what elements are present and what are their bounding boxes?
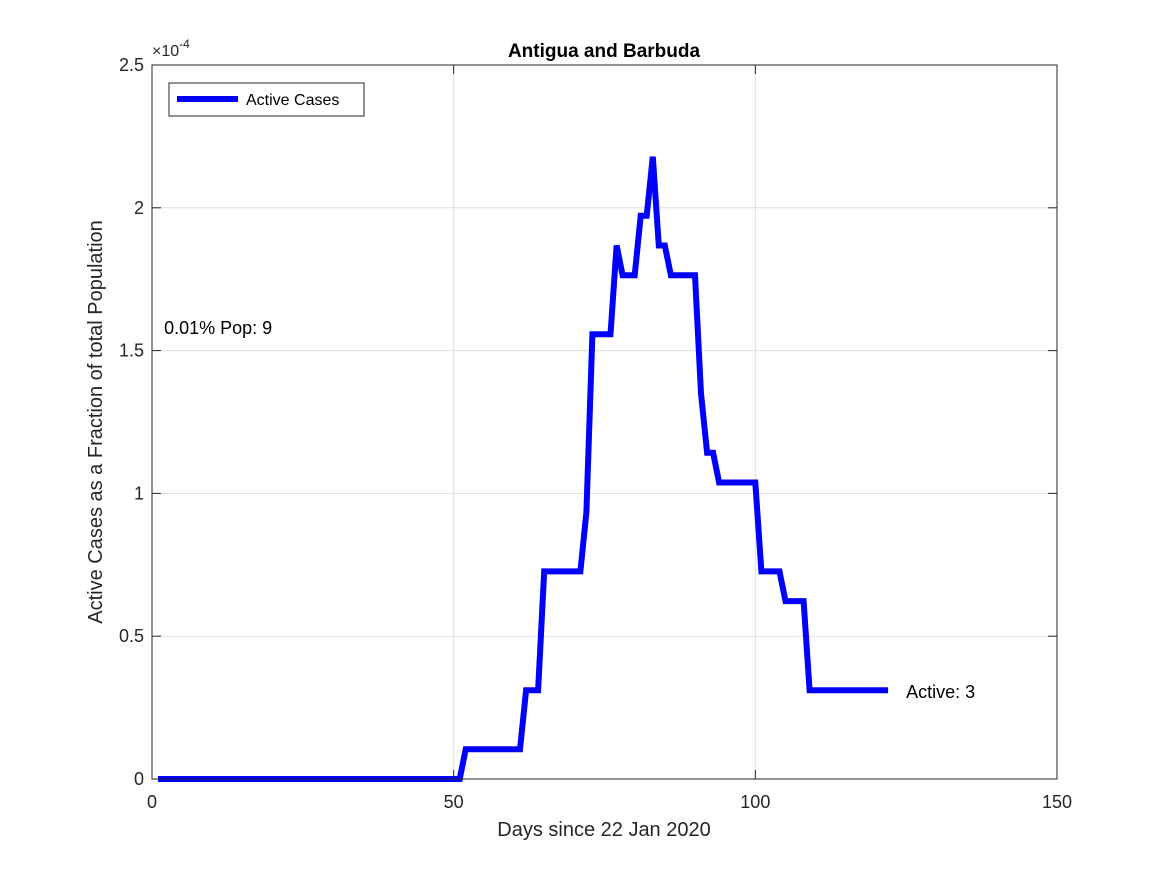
y-tick-label: 2.5 [119,55,144,75]
svg-text:×10-4: ×10-4 [152,37,190,60]
series-line-active-cases [158,156,889,782]
grid [152,65,1057,779]
legend-entry-label: Active Cases [246,92,339,109]
annotation-label: 0.01% Pop: 9 [164,318,272,338]
plot-area [152,65,1057,779]
y-tick-label: 0 [134,769,144,789]
y-tick-label: 1 [134,483,144,503]
x-axis-label: Days since 22 Jan 2020 [497,819,710,841]
x-tick-label: 100 [740,792,770,812]
legend: Active Cases [168,82,365,117]
y-tick-label: 1.5 [119,341,144,361]
x-tick-label: 0 [147,792,157,812]
x-tick-label: 150 [1042,792,1072,812]
annotations: 0.01% Pop: 9 Active: 3 [164,318,975,702]
x-tick-label: 50 [444,792,464,812]
series-layer [158,156,889,782]
annotation-label: Active: 3 [906,682,975,702]
y-axis-exponent: ×10-4 [152,37,190,60]
y-tick-label: 0.5 [119,626,144,646]
plot-frame [151,64,1058,780]
axis-ticks: 0 50 100 150 0 0.5 1 1.5 2 2.5 [119,55,1072,812]
chart-title: Antigua and Barbuda [508,41,701,62]
y-axis-label: Active Cases as a Fraction of total Popu… [85,220,107,624]
y-tick-label: 2 [134,198,144,218]
